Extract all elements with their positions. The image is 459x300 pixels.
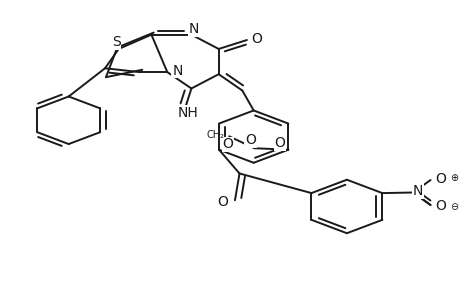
Text: O: O bbox=[274, 136, 285, 150]
Text: O: O bbox=[251, 32, 262, 46]
Text: O: O bbox=[222, 137, 233, 152]
Text: O: O bbox=[245, 133, 256, 147]
Text: N: N bbox=[412, 184, 422, 198]
Text: ⊖: ⊖ bbox=[449, 202, 457, 212]
Text: O: O bbox=[216, 195, 227, 209]
Text: CH₂: CH₂ bbox=[206, 130, 224, 140]
Text: O: O bbox=[434, 200, 445, 214]
Text: N: N bbox=[172, 64, 182, 78]
Text: ⊕: ⊕ bbox=[449, 172, 457, 183]
Text: S: S bbox=[112, 35, 121, 50]
Text: O: O bbox=[434, 172, 445, 185]
Text: NH: NH bbox=[177, 106, 198, 120]
Text: N: N bbox=[188, 22, 198, 36]
